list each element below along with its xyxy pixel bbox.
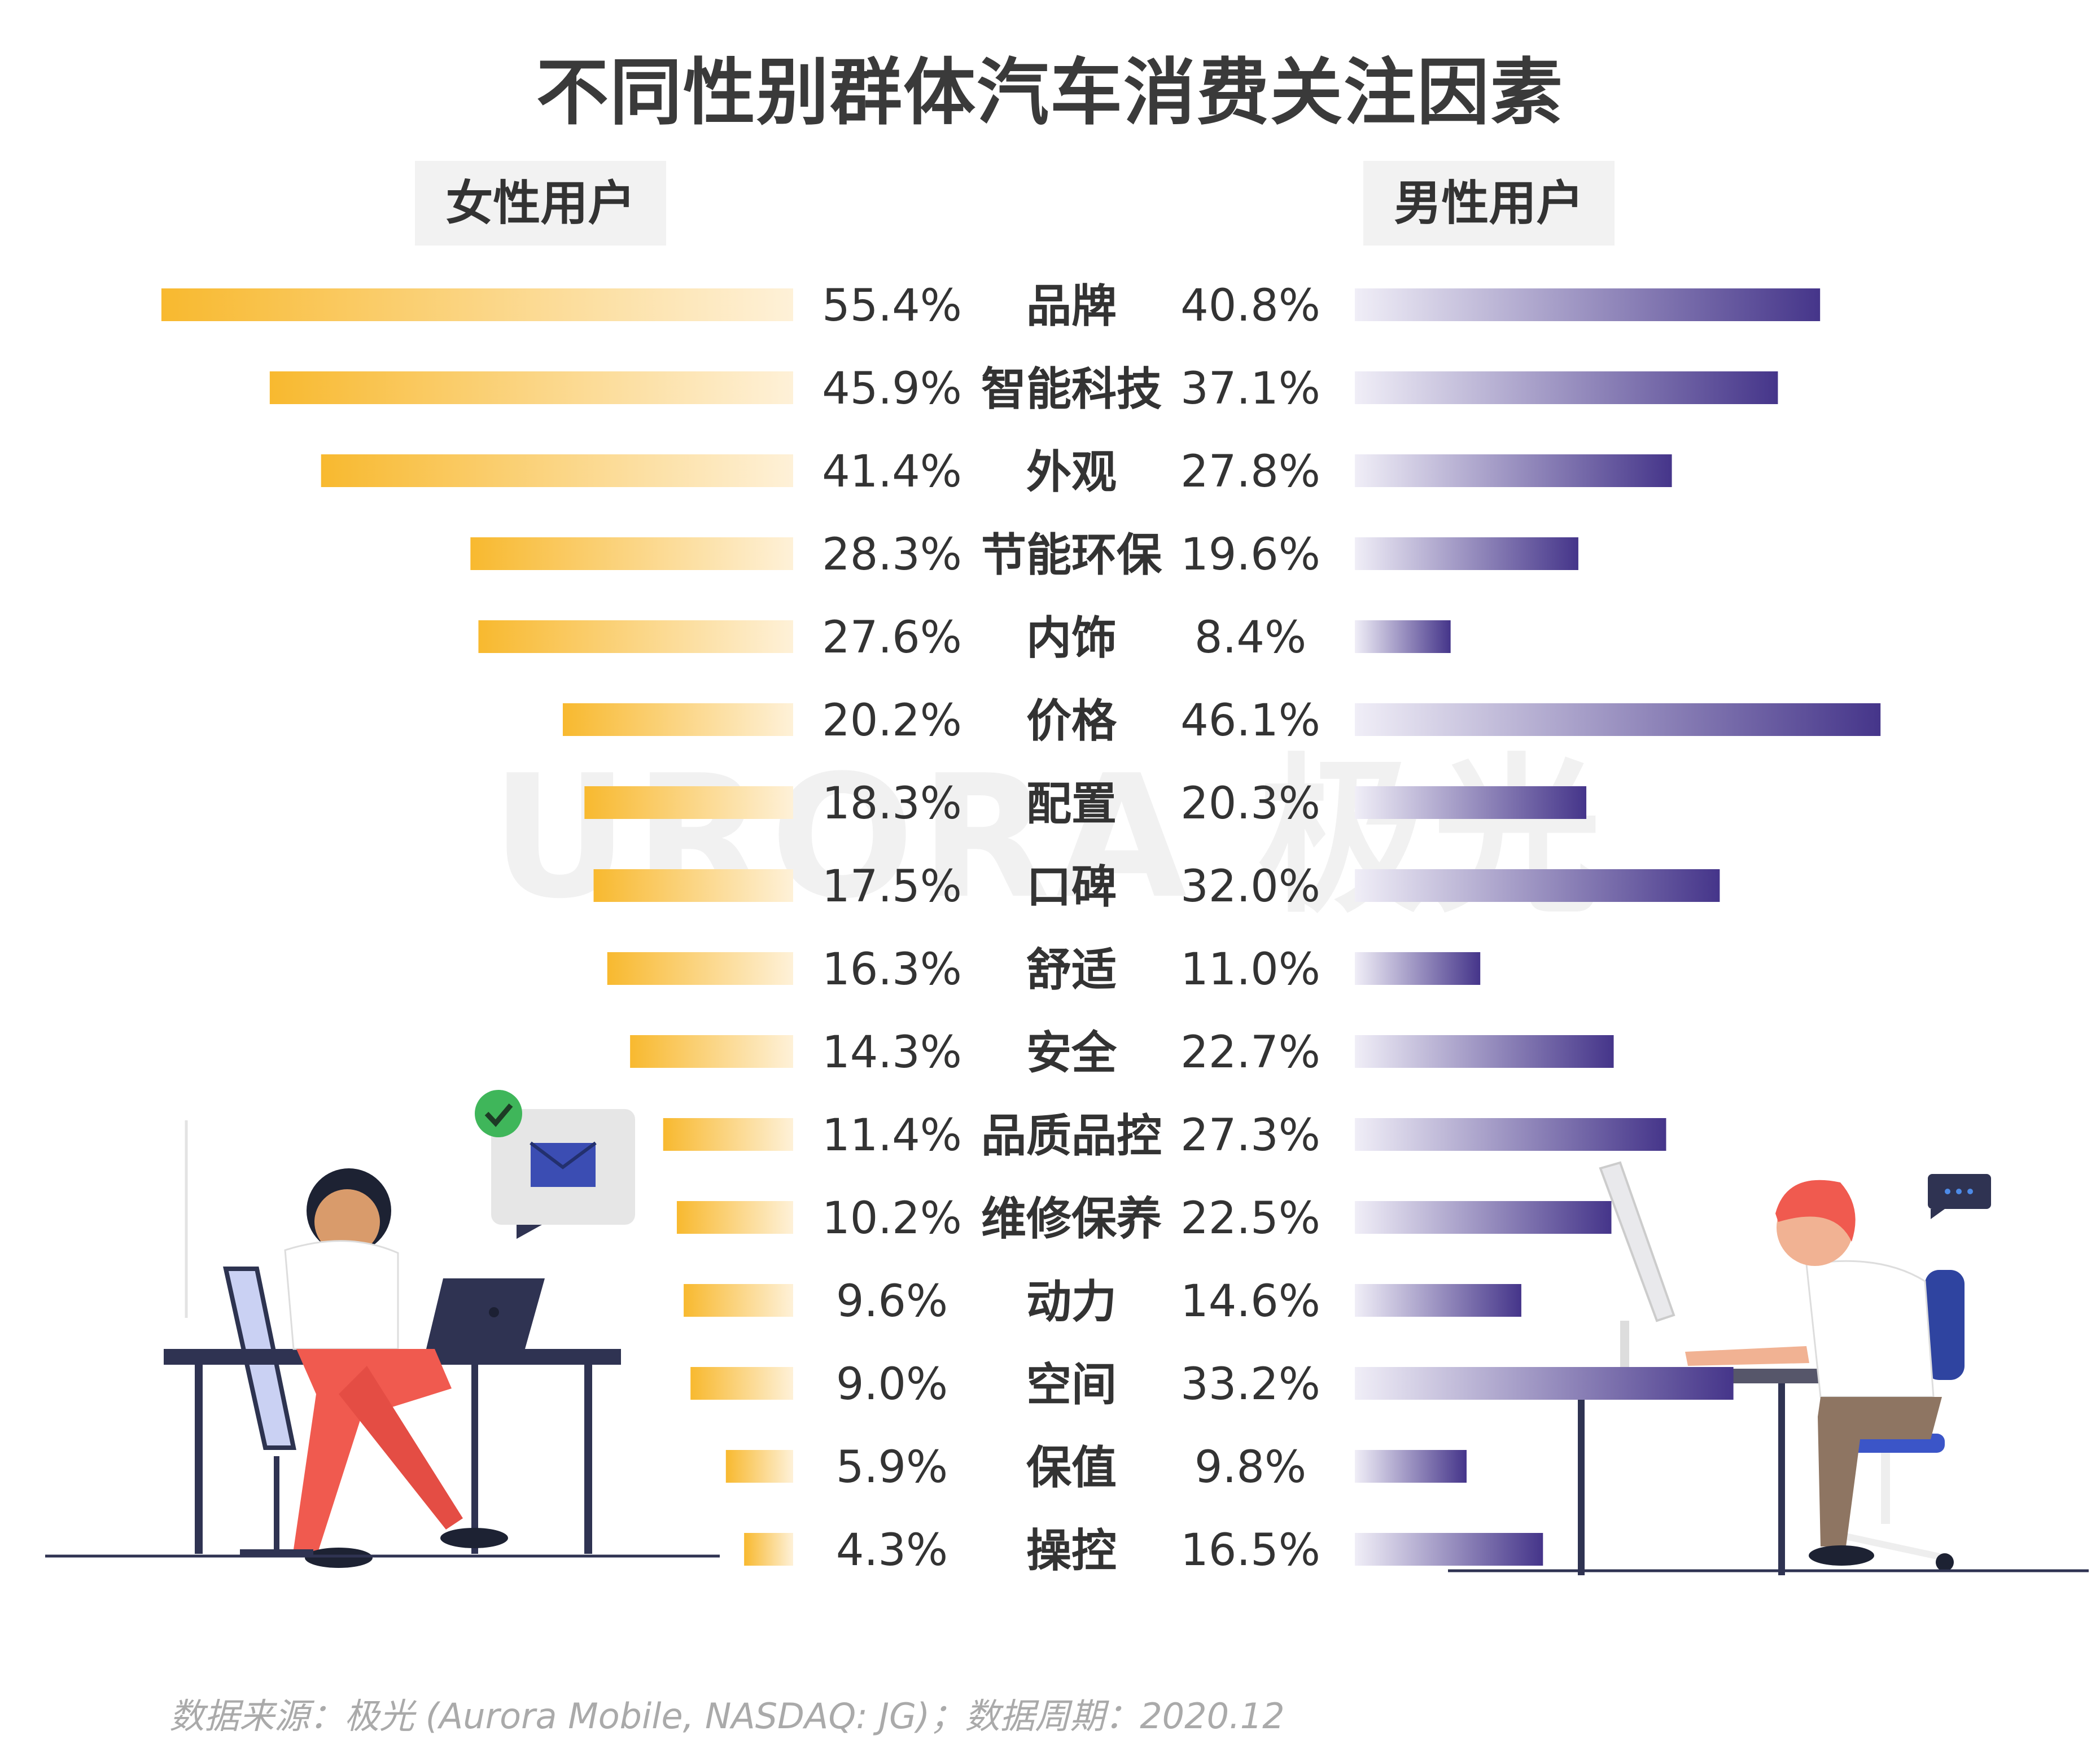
category-label: 空间 <box>1026 1359 1117 1411</box>
male-value-label: 32.0% <box>1180 861 1320 912</box>
male-value-label: 22.7% <box>1180 1027 1320 1078</box>
female-bar-7 <box>584 786 793 819</box>
female-bar-14 <box>690 1367 793 1400</box>
male-value-label: 37.1% <box>1180 363 1320 414</box>
female-value-label: 41.4% <box>822 446 962 497</box>
female-value-label: 9.0% <box>836 1359 948 1410</box>
category-label: 安全 <box>1026 1027 1117 1079</box>
male-bar-6 <box>1355 703 1881 736</box>
female-value-label: 9.6% <box>836 1276 948 1327</box>
category-label: 品质品控 <box>981 1110 1162 1162</box>
male-bar-11 <box>1355 1118 1666 1151</box>
female-bar-8 <box>593 869 793 902</box>
female-value-label: 28.3% <box>822 529 962 580</box>
male-bar-9 <box>1355 952 1481 985</box>
female-value-label: 5.9% <box>836 1442 948 1493</box>
female-value-label: 18.3% <box>822 778 962 829</box>
female-bar-12 <box>676 1201 793 1234</box>
female-bar-3 <box>321 454 793 487</box>
male-value-label: 11.0% <box>1180 944 1320 995</box>
category-label: 动力 <box>1026 1276 1117 1328</box>
male-bar-14 <box>1355 1367 1734 1400</box>
female-bar-15 <box>725 1450 793 1483</box>
female-value-label: 55.4% <box>822 281 962 331</box>
male-bar-15 <box>1355 1450 1467 1483</box>
source-note: 数据来源：极光 (Aurora Mobile, NASDAQ: JG)；数据周期… <box>169 1695 1285 1737</box>
category-label: 内饰 <box>1026 612 1117 664</box>
female-bar-13 <box>684 1284 793 1317</box>
male-value-label: 19.6% <box>1180 529 1320 580</box>
female-value-label: 11.4% <box>822 1110 962 1161</box>
male-value-label: 8.4% <box>1195 612 1306 663</box>
male-value-label: 22.5% <box>1180 1193 1320 1244</box>
watermark-logo: URORA 极光 <box>491 739 1608 936</box>
legend-male: 男性用户 <box>1363 161 1615 246</box>
female-value-label: 4.3% <box>836 1525 948 1576</box>
legend-female: 女性用户 <box>415 161 666 246</box>
woman-at-laptop-illustration <box>45 1090 720 1568</box>
male-value-label: 20.3% <box>1180 778 1320 829</box>
category-label: 口碑 <box>1026 861 1117 913</box>
male-value-label: 9.8% <box>1195 1442 1306 1493</box>
category-label: 节能环保 <box>981 529 1162 581</box>
male-bar-16 <box>1355 1533 1543 1566</box>
female-bar-2 <box>269 371 793 404</box>
male-bar-12 <box>1355 1201 1612 1234</box>
female-bar-1 <box>161 288 793 321</box>
female-value-label: 10.2% <box>822 1193 962 1244</box>
female-bar-6 <box>562 703 793 736</box>
category-label: 操控 <box>1026 1524 1117 1577</box>
male-bar-4 <box>1355 537 1578 570</box>
male-value-label: 46.1% <box>1180 695 1320 746</box>
female-bar-4 <box>470 537 793 570</box>
female-value-label: 16.3% <box>822 944 962 995</box>
category-label: 外观 <box>1026 446 1117 498</box>
category-label: 保值 <box>1026 1441 1117 1494</box>
male-value-label: 40.8% <box>1180 281 1320 331</box>
male-bar-5 <box>1355 620 1451 653</box>
female-bar-5 <box>478 620 793 653</box>
category-label: 价格 <box>1026 695 1117 747</box>
male-bar-10 <box>1355 1035 1614 1068</box>
female-bar-16 <box>744 1533 793 1566</box>
category-label: 品牌 <box>1026 280 1117 332</box>
female-bar-9 <box>607 952 793 985</box>
female-value-label: 45.9% <box>822 363 962 414</box>
category-label: 舒适 <box>1026 944 1117 996</box>
male-value-label: 27.8% <box>1180 446 1320 497</box>
female-bar-10 <box>630 1035 793 1068</box>
male-bar-2 <box>1355 371 1778 404</box>
female-value-label: 27.6% <box>822 612 962 663</box>
male-bar-8 <box>1355 869 1720 902</box>
category-label: 智能科技 <box>981 363 1162 415</box>
female-bar-11 <box>663 1118 793 1151</box>
male-bar-13 <box>1355 1284 1521 1317</box>
male-bar-1 <box>1355 288 1821 321</box>
female-value-label: 14.3% <box>822 1027 962 1078</box>
female-value-label: 17.5% <box>822 861 962 912</box>
male-bar-3 <box>1355 454 1672 487</box>
male-value-label: 27.3% <box>1180 1110 1320 1161</box>
category-label: 配置 <box>1026 778 1117 830</box>
category-label: 维修保养 <box>981 1193 1162 1245</box>
male-value-label: 16.5% <box>1180 1525 1320 1576</box>
male-bar-7 <box>1355 786 1587 819</box>
female-value-label: 20.2% <box>822 695 962 746</box>
male-value-label: 14.6% <box>1180 1276 1320 1327</box>
chart-title: 不同性别群体汽车消费关注因素 <box>536 51 1564 135</box>
male-value-label: 33.2% <box>1180 1359 1320 1410</box>
